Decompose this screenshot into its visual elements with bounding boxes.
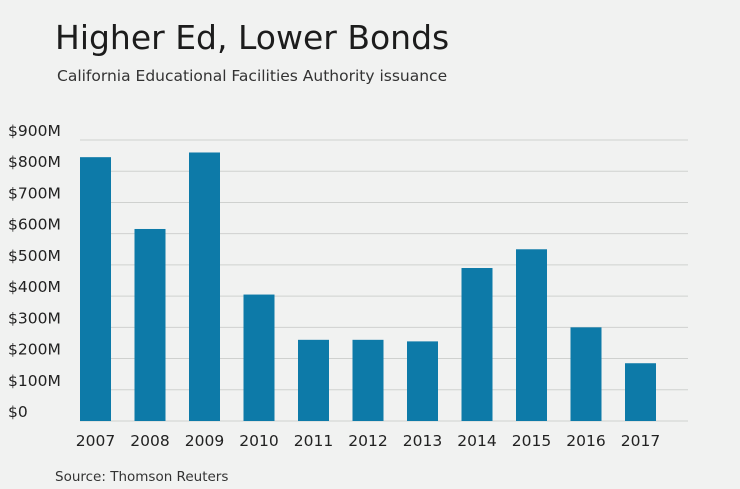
bar-2013 bbox=[407, 341, 438, 421]
y-tick-label: $700M bbox=[8, 184, 61, 202]
x-tick-label: 2010 bbox=[239, 432, 278, 450]
bar-2017 bbox=[625, 363, 656, 421]
x-tick-label: 2014 bbox=[457, 432, 496, 450]
y-tick-label: $500M bbox=[8, 247, 61, 265]
x-tick-label: 2012 bbox=[348, 432, 387, 450]
x-axis-ticks: 2007 2008 2009 2010 2011 2012 2013 2014 2015 2016… bbox=[76, 432, 660, 450]
x-tick-label: 2013 bbox=[403, 432, 442, 450]
x-tick-label: 2007 bbox=[76, 432, 115, 450]
y-tick-label: $900M bbox=[8, 122, 61, 140]
x-tick-label: 2015 bbox=[512, 432, 551, 450]
bar-2012 bbox=[352, 339, 384, 421]
bar-2016 bbox=[570, 327, 602, 421]
source-note: Source: Thomson Reuters bbox=[55, 469, 229, 485]
y-tick-label: $100M bbox=[8, 372, 61, 390]
x-tick-label: 2011 bbox=[294, 432, 333, 450]
y-tick-label: $800M bbox=[8, 153, 61, 171]
x-tick-label: 2016 bbox=[566, 432, 605, 450]
bar-2014 bbox=[461, 268, 493, 421]
y-tick-label: $0 bbox=[8, 403, 28, 421]
bar-2008 bbox=[134, 228, 166, 421]
x-tick-label: 2008 bbox=[130, 432, 169, 450]
bar-2007 bbox=[80, 157, 111, 421]
y-tick-label: $200M bbox=[8, 341, 61, 359]
chart-title: Higher Ed, Lower Bonds bbox=[55, 18, 450, 57]
x-tick-label: 2017 bbox=[621, 432, 660, 450]
bar-2015 bbox=[516, 249, 547, 421]
chart-subtitle: California Educational Facilities Author… bbox=[57, 67, 448, 85]
y-tick-label: $600M bbox=[8, 216, 61, 234]
bar-2010 bbox=[243, 294, 275, 421]
y-axis-ticks: $0 $100M $200M $300M $400M $500M $600M $700M $80… bbox=[8, 122, 61, 421]
y-tick-label: $400M bbox=[8, 278, 61, 296]
bar-2009 bbox=[189, 152, 220, 421]
bar-2011 bbox=[298, 339, 329, 421]
bars bbox=[80, 152, 656, 421]
y-tick-label: $300M bbox=[8, 309, 61, 327]
x-tick-label: 2009 bbox=[185, 432, 224, 450]
